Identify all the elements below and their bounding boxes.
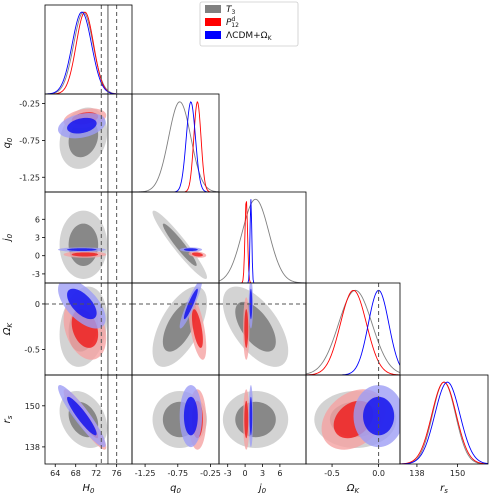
marginal-curve-j0-P12d bbox=[219, 201, 306, 283]
panel-q0-vs-q0 bbox=[131, 93, 220, 193]
x-tick-label: 150 bbox=[450, 469, 465, 478]
y-tick-label: 150 bbox=[25, 402, 40, 411]
x-tick-label: 3 bbox=[260, 469, 265, 478]
y-tick-label: 3 bbox=[35, 234, 40, 243]
panel-rs-vs-OmegaK: -0.5 0.0 bbox=[305, 374, 401, 478]
x-tick-label: 68 bbox=[71, 469, 81, 478]
y-tick-label: 0 bbox=[35, 300, 40, 309]
legend-entry-label: Pd 12 bbox=[226, 16, 239, 29]
panel-frame bbox=[399, 374, 489, 465]
contour-68-j0-rs-1 bbox=[244, 400, 249, 439]
panel-j0-vs-j0 bbox=[218, 191, 307, 284]
panel-OmegaK-vs-j0 bbox=[218, 282, 307, 376]
legend-swatch bbox=[205, 18, 221, 26]
panel-frame bbox=[218, 191, 307, 284]
contour-68-H0-j0-2 bbox=[67, 248, 97, 252]
panel-OmegaK-vs-OmegaK bbox=[305, 282, 401, 376]
marginal-curve-q0-T3 bbox=[132, 101, 219, 192]
contour-68-q0-j0-0 bbox=[162, 223, 197, 266]
x-axis-label-j0: j0 bbox=[257, 483, 267, 495]
x-tick-label: 0.0 bbox=[372, 469, 385, 478]
marginal-curve-OmegaK-P12d bbox=[306, 289, 400, 375]
panel-rs-vs-j0: -3 0 3 6 bbox=[218, 374, 307, 478]
marginal-curve-j0-CDMK bbox=[219, 199, 306, 283]
marginal-curve-q0-CDMK bbox=[132, 101, 219, 192]
contour-68-q0-OmegaK-1 bbox=[191, 309, 203, 348]
panel-j0-vs-H0: -3 0 3 6 bbox=[32, 191, 133, 284]
y-tick-label: -3 bbox=[32, 270, 40, 279]
legend-entry-label: T3 bbox=[226, 5, 236, 16]
contour-68-H0-rs-2 bbox=[67, 396, 97, 436]
marginal-curve-j0-T3 bbox=[219, 198, 306, 283]
y-axis-label-OmegaK: ΩK bbox=[2, 321, 14, 336]
x-tick-label: -1.25 bbox=[135, 469, 156, 478]
contour-68-H0-j0-1 bbox=[71, 252, 99, 257]
contour-68-q0-j0-1 bbox=[191, 252, 203, 257]
x-tick-label: 138 bbox=[409, 469, 424, 478]
x-tick-label: -3 bbox=[224, 469, 232, 478]
marginal-curve-OmegaK-T3 bbox=[306, 289, 400, 375]
x-tick-label: 0 bbox=[243, 469, 248, 478]
y-tick-label: -0.75 bbox=[19, 136, 40, 145]
x-tick-label: 76 bbox=[112, 469, 122, 478]
contour-68-OmegaK-rs-2 bbox=[363, 396, 395, 436]
panel-H0-vs-H0 bbox=[44, 4, 133, 95]
x-tick-label: 6 bbox=[277, 469, 282, 478]
x-tick-label: -0.5 bbox=[324, 469, 340, 478]
panel-OmegaK-vs-H0: -0.5 0 bbox=[24, 282, 133, 376]
y-axis-label-j0: j0 bbox=[2, 233, 14, 243]
contour-68-j0-rs-0 bbox=[235, 401, 276, 438]
y-axis-label-q0: q0 bbox=[2, 137, 14, 148]
marginal-curve-q0-P12d bbox=[132, 100, 219, 192]
panel-frame bbox=[305, 282, 401, 376]
x-axis-label-H0: H0 bbox=[83, 483, 96, 495]
panel-q0-vs-H0: -1.25 -0.75 -0.25 bbox=[19, 93, 133, 193]
marginal-curve-H0-T3 bbox=[45, 11, 132, 94]
y-tick-label: 138 bbox=[25, 443, 40, 452]
contour-68-H0-j0-0 bbox=[68, 223, 99, 266]
contour-68-q0-rs-2 bbox=[183, 396, 198, 436]
y-tick-label: -0.25 bbox=[19, 100, 40, 109]
marginal-curve-OmegaK-CDMK bbox=[306, 289, 400, 375]
contour-68-j0-OmegaK-1 bbox=[244, 309, 249, 348]
contour-68-H0-q0-2 bbox=[67, 117, 97, 134]
y-tick-label: 0 bbox=[35, 252, 40, 261]
x-tick-label: 72 bbox=[91, 469, 101, 478]
y-tick-label: -1.25 bbox=[19, 173, 40, 182]
x-axis-label-OmegaK: ΩK bbox=[346, 483, 361, 495]
y-tick-label: 6 bbox=[35, 215, 40, 224]
y-axis-label-rs: rs bbox=[2, 415, 14, 423]
x-tick-label: -0.75 bbox=[167, 469, 188, 478]
contour-68-q0-j0-2 bbox=[183, 248, 198, 252]
legend-box bbox=[199, 1, 299, 47]
y-tick-label: -0.5 bbox=[24, 345, 40, 354]
marginal-curve-rs-CDMK bbox=[400, 381, 488, 464]
panel-rs-vs-rs: 138 150 bbox=[399, 374, 489, 478]
x-tick-label: -0.25 bbox=[200, 469, 221, 478]
legend-swatch bbox=[205, 31, 221, 39]
x-tick-label: 64 bbox=[50, 469, 60, 478]
x-axis-label-rs: rs bbox=[440, 483, 448, 495]
legend-entry-label: ΛCDM+ΩK bbox=[226, 31, 273, 42]
panel-OmegaK-vs-q0 bbox=[131, 282, 220, 376]
panel-j0-vs-q0 bbox=[131, 191, 220, 284]
panel-rs-vs-H0: 64 68 72 76 138 150 bbox=[25, 374, 133, 478]
marginal-curve-rs-P12d bbox=[400, 381, 488, 464]
marginal-curve-rs-T3 bbox=[400, 381, 488, 464]
contour-68-j0-rs-2 bbox=[249, 396, 253, 436]
x-axis-label-q0: q0 bbox=[170, 483, 181, 495]
legend-swatch bbox=[205, 5, 221, 13]
panel-rs-vs-q0: -1.25 -0.75 -0.25 bbox=[131, 374, 221, 478]
